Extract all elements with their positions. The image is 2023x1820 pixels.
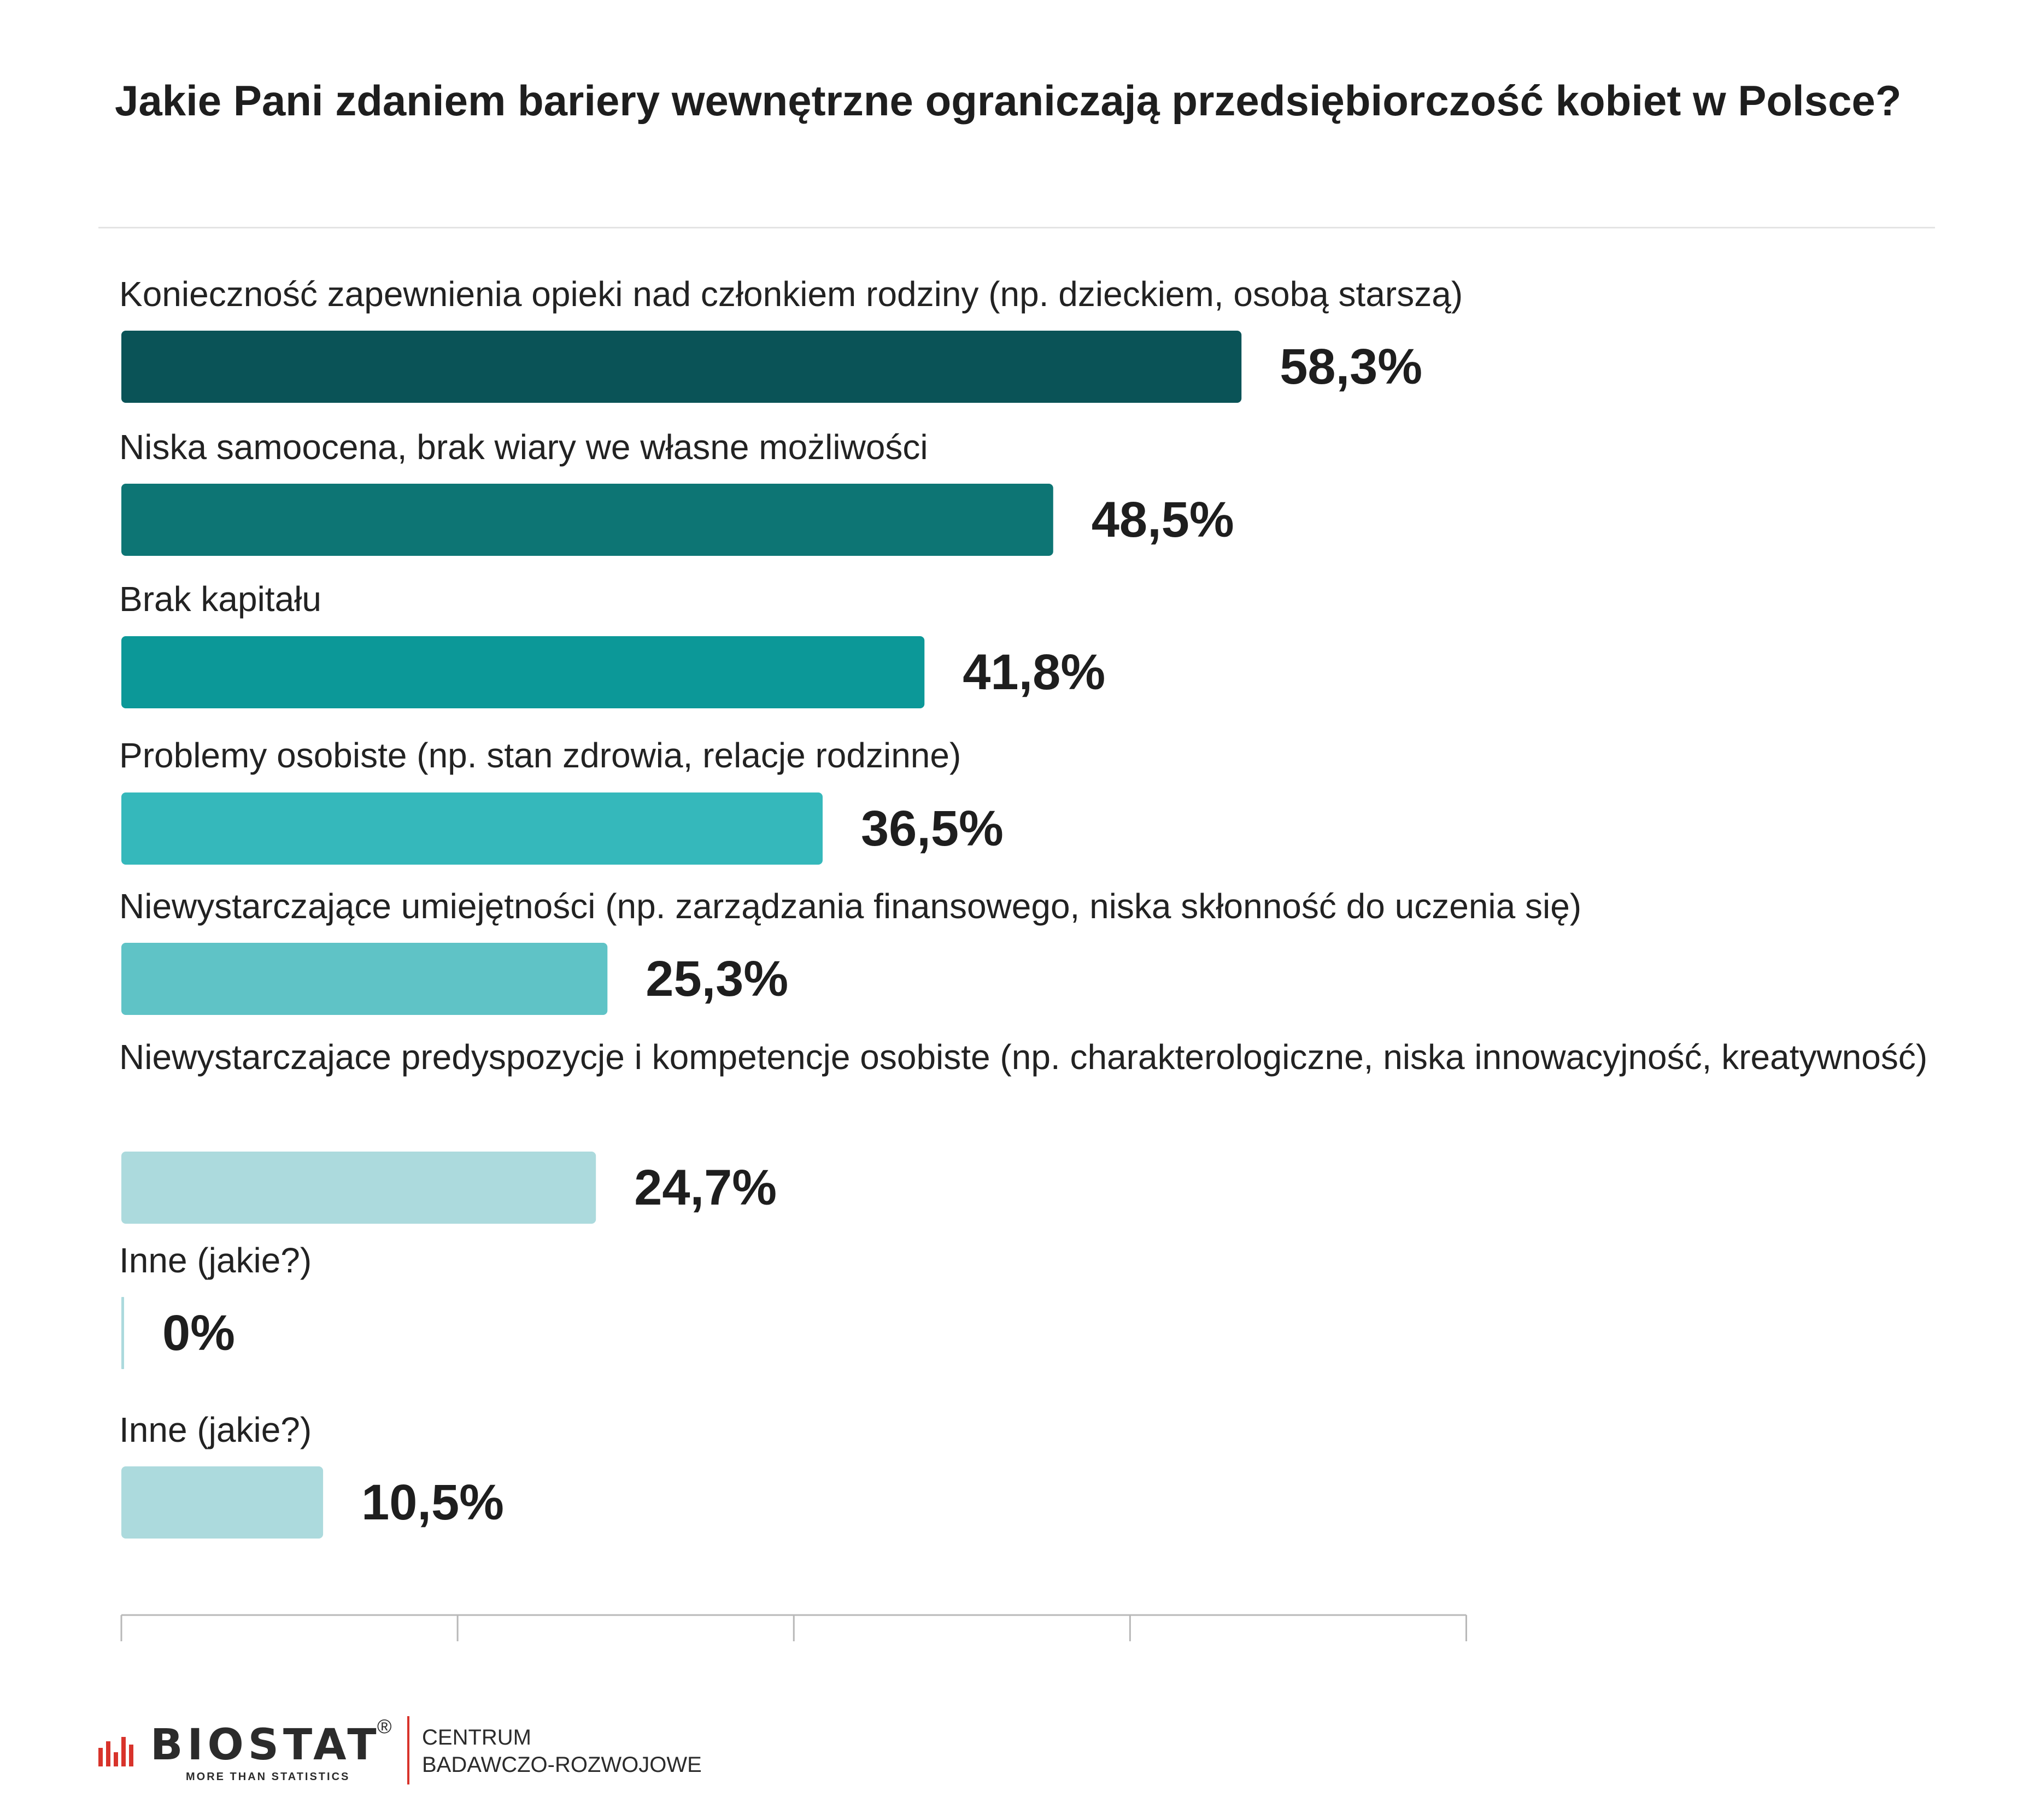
title-divider — [98, 227, 1935, 228]
category-label: Niska samoocena, brak wiary we własne mo… — [119, 427, 928, 467]
brand-tagline: MORE THAN STATISTICS — [186, 1771, 350, 1783]
value-label: 36,5% — [860, 801, 1004, 856]
category-label: Niewystarczające umiejętności (np. zarzą… — [119, 886, 1582, 926]
bar — [121, 331, 1242, 403]
brand-logo: BIOSTAT — [150, 1721, 381, 1770]
registered-mark: ® — [377, 1715, 392, 1737]
value-label: 25,3% — [646, 951, 789, 1007]
value-label: 0% — [162, 1305, 235, 1361]
category-label: Niewystarczajace predyspozycje i kompete… — [119, 1037, 1928, 1077]
category-label: Problemy osobiste (np. stan zdrowia, rel… — [119, 736, 961, 775]
brand-divider — [407, 1716, 409, 1784]
category-label: Konieczność zapewnienia opieki nad człon… — [119, 274, 1463, 314]
value-label: 58,3% — [1280, 339, 1423, 395]
value-label: 24,7% — [634, 1160, 777, 1216]
bar — [121, 484, 1053, 556]
bar — [121, 1466, 324, 1539]
bar — [121, 1297, 124, 1369]
bar — [121, 792, 823, 865]
value-label: 48,5% — [1091, 492, 1234, 548]
brand-subtitle-line-2: BADAWCZO-ROZWOJOWE — [422, 1753, 702, 1777]
bar — [121, 1152, 596, 1224]
brand-subtitle-line-1: CENTRUM — [422, 1725, 531, 1749]
chart-title: Jakie Pani zdaniem bariery wewnętrzne og… — [115, 77, 1902, 125]
value-label: 41,8% — [963, 644, 1106, 700]
category-label: Inne (jakie?) — [119, 1410, 312, 1449]
bar-chart-icon — [98, 1737, 133, 1766]
brand-subtitle: CENTRUM BADAWCZO-ROZWOJOWE — [422, 1724, 702, 1778]
bar — [121, 943, 608, 1015]
value-label: 10,5% — [361, 1475, 504, 1530]
category-label: Inne (jakie?) — [119, 1241, 312, 1280]
bar — [121, 636, 925, 708]
footer-logo: BIOSTAT ® MORE THAN STATISTICS CENTRUM B… — [98, 1715, 809, 1787]
category-label: Brak kapitału — [119, 579, 321, 619]
